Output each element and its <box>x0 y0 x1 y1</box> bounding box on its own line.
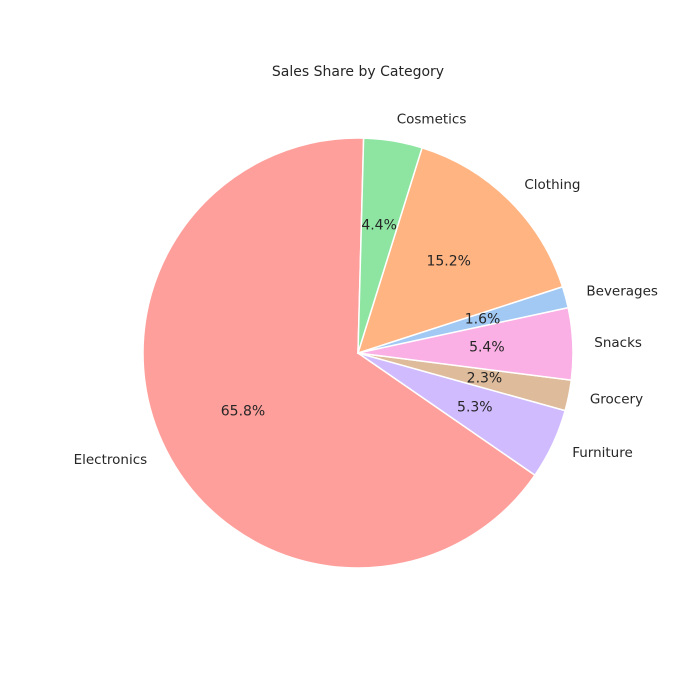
category-label-cosmetics: Cosmetics <box>397 112 467 128</box>
percent-label-furniture: 5.3% <box>457 400 493 416</box>
pie-slice-cosmetics <box>357 137 424 354</box>
percent-label-grocery: 2.3% <box>467 370 503 386</box>
pie-slices <box>142 137 574 569</box>
percent-label-clothing: 15.2% <box>426 253 470 269</box>
category-label-furniture: Furniture <box>572 445 633 461</box>
category-label-electronics: Electronics <box>74 452 148 468</box>
percent-label-electronics: 65.8% <box>221 403 265 419</box>
pie-category-labels: Electronics Furniture Grocery Snacks Beverag… <box>74 112 658 468</box>
pie-percent-labels: 65.8% 5.3% 2.3% 5.4% 1.6% 15.2% 4.4% <box>221 218 505 420</box>
category-label-beverages: Beverages <box>586 284 658 300</box>
percent-label-cosmetics: 4.4% <box>361 218 397 234</box>
pie-slice-clothing <box>356 146 564 355</box>
category-label-grocery: Grocery <box>590 392 643 408</box>
category-label-clothing: Clothing <box>524 177 580 193</box>
percent-label-beverages: 1.6% <box>465 311 501 327</box>
pie-slice-electronics <box>142 137 536 569</box>
percent-label-snacks: 5.4% <box>469 339 505 355</box>
category-label-snacks: Snacks <box>594 335 642 351</box>
chart-title: Sales Share by Category <box>272 64 444 80</box>
